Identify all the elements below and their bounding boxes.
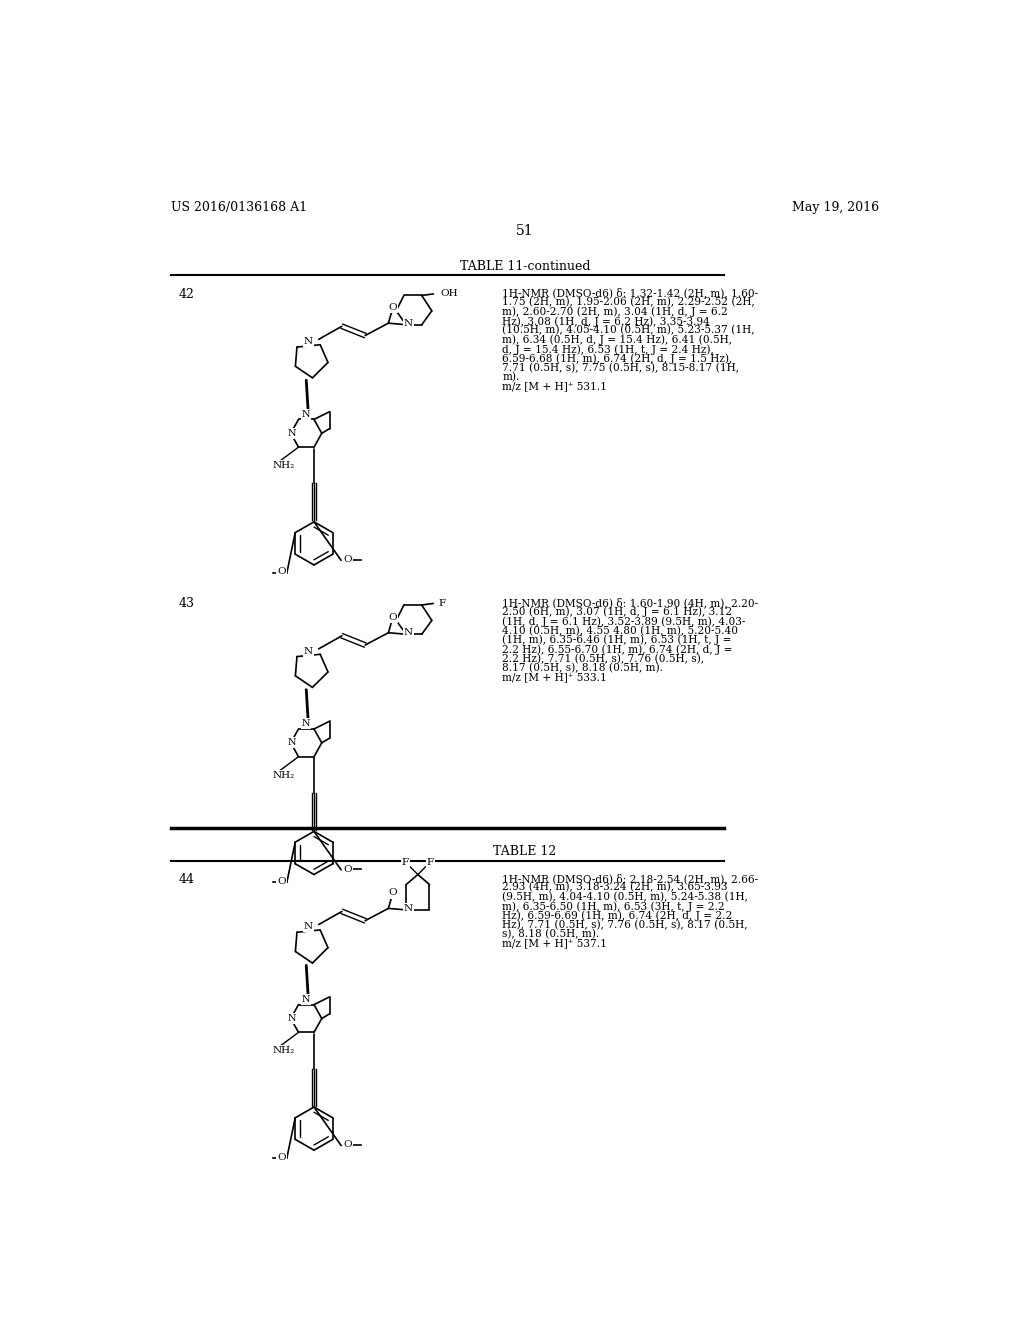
Text: N: N: [404, 318, 413, 327]
Text: O: O: [389, 612, 397, 622]
Text: N: N: [404, 904, 413, 913]
Text: 42: 42: [178, 288, 195, 301]
Text: 1H-NMR (DMSO-d6) δ: 1.60-1.90 (4H, m), 2.20-: 1H-NMR (DMSO-d6) δ: 1.60-1.90 (4H, m), 2…: [503, 597, 759, 609]
Text: (1H, d, J = 6.1 Hz), 3.52-3.89 (9.5H, m), 4.03-: (1H, d, J = 6.1 Hz), 3.52-3.89 (9.5H, m)…: [503, 616, 745, 627]
Text: O: O: [278, 876, 286, 886]
Text: N: N: [304, 647, 313, 656]
Text: 43: 43: [178, 597, 195, 610]
Text: 2.50 (6H, m), 3.07 (1H, d, J = 6.1 Hz), 3.12: 2.50 (6H, m), 3.07 (1H, d, J = 6.1 Hz), …: [503, 607, 732, 618]
Text: m/z [M + H]⁺ 533.1: m/z [M + H]⁺ 533.1: [503, 672, 607, 682]
Text: 1.75 (2H, m), 1.95-2.06 (2H, m), 2.29-2.52 (2H,: 1.75 (2H, m), 1.95-2.06 (2H, m), 2.29-2.…: [503, 297, 755, 308]
Text: May 19, 2016: May 19, 2016: [792, 201, 879, 214]
Text: m/z [M + H]⁺ 537.1: m/z [M + H]⁺ 537.1: [503, 939, 607, 949]
Text: F: F: [427, 858, 434, 867]
Text: m), 2.60-2.70 (2H, m), 3.04 (1H, d, J = 6.2: m), 2.60-2.70 (2H, m), 3.04 (1H, d, J = …: [503, 306, 728, 317]
Text: N: N: [302, 409, 310, 418]
Text: O: O: [343, 556, 351, 564]
Text: O: O: [343, 865, 351, 874]
Text: Hz), 7.71 (0.5H, s), 7.76 (0.5H, s), 8.17 (0.5H,: Hz), 7.71 (0.5H, s), 7.76 (0.5H, s), 8.1…: [503, 920, 748, 931]
Text: Hz), 6.59-6.69 (1H, m), 6.74 (2H, d, J = 2.2: Hz), 6.59-6.69 (1H, m), 6.74 (2H, d, J =…: [503, 911, 732, 921]
Text: m), 6.34 (0.5H, d, J = 15.4 Hz), 6.41 (0.5H,: m), 6.34 (0.5H, d, J = 15.4 Hz), 6.41 (0…: [503, 335, 732, 346]
Text: NH₂: NH₂: [272, 1047, 295, 1055]
Text: d, J = 15.4 Hz), 6.53 (1H, t, J = 2.4 Hz),: d, J = 15.4 Hz), 6.53 (1H, t, J = 2.4 Hz…: [503, 345, 714, 355]
Text: 4.10 (0.5H, m), 4.55 4.80 (1H, m), 5.20-5.40: 4.10 (0.5H, m), 4.55 4.80 (1H, m), 5.20-…: [503, 626, 738, 636]
Text: O: O: [343, 1140, 351, 1150]
Text: 2.2 Hz), 6.55-6.70 (1H, m), 6.74 (2H, d, J =: 2.2 Hz), 6.55-6.70 (1H, m), 6.74 (2H, d,…: [503, 644, 733, 655]
Text: 6.59-6.68 (1H, m), 6.74 (2H, d, J = 1.5 Hz),: 6.59-6.68 (1H, m), 6.74 (2H, d, J = 1.5 …: [503, 354, 732, 364]
Text: m), 6.35-6.50 (1H, m), 6.53 (3H, t, J = 2.2: m), 6.35-6.50 (1H, m), 6.53 (3H, t, J = …: [503, 902, 725, 912]
Text: N: N: [288, 1014, 297, 1023]
Text: NH₂: NH₂: [272, 461, 295, 470]
Text: s), 8.18 (0.5H, m).: s), 8.18 (0.5H, m).: [503, 929, 600, 940]
Text: O: O: [389, 888, 397, 898]
Text: 51: 51: [516, 224, 534, 238]
Text: N: N: [302, 719, 310, 729]
Text: N: N: [304, 923, 313, 932]
Text: 1H-NMR (DMSO-d6) δ: 2.18-2.54 (2H, m), 2.66-: 1H-NMR (DMSO-d6) δ: 2.18-2.54 (2H, m), 2…: [503, 873, 759, 884]
Text: F: F: [438, 599, 445, 609]
Text: N: N: [302, 995, 310, 1003]
Text: OH: OH: [440, 289, 458, 298]
Text: 2.93 (4H, m), 3.18-3.24 (2H, m), 3.65-3.93: 2.93 (4H, m), 3.18-3.24 (2H, m), 3.65-3.…: [503, 882, 728, 892]
Text: (10.5H, m), 4.05-4.10 (0.5H, m), 5.23-5.37 (1H,: (10.5H, m), 4.05-4.10 (0.5H, m), 5.23-5.…: [503, 325, 755, 335]
Text: 7.71 (0.5H, s), 7.75 (0.5H, s), 8.15-8.17 (1H,: 7.71 (0.5H, s), 7.75 (0.5H, s), 8.15-8.1…: [503, 363, 739, 374]
Text: O: O: [278, 1152, 286, 1162]
Text: US 2016/0136168 A1: US 2016/0136168 A1: [171, 201, 307, 214]
Text: 1H-NMR (DMSO-d6) δ: 1.32-1.42 (2H, m), 1.60-: 1H-NMR (DMSO-d6) δ: 1.32-1.42 (2H, m), 1…: [503, 288, 759, 298]
Text: 2.2 Hz), 7.71 (0.5H, s), 7.76 (0.5H, s),: 2.2 Hz), 7.71 (0.5H, s), 7.76 (0.5H, s),: [503, 653, 705, 664]
Text: N: N: [288, 429, 297, 438]
Text: F: F: [401, 858, 409, 867]
Text: N: N: [288, 738, 297, 747]
Text: O: O: [278, 568, 286, 577]
Text: m).: m).: [503, 372, 520, 383]
Text: N: N: [404, 628, 413, 638]
Text: N: N: [304, 337, 313, 346]
Text: TABLE 11-continued: TABLE 11-continued: [460, 260, 590, 273]
Text: NH₂: NH₂: [272, 771, 295, 780]
Text: m/z [M + H]⁺ 531.1: m/z [M + H]⁺ 531.1: [503, 381, 607, 392]
Text: Hz), 3.08 (1H, d, J = 6.2 Hz), 3.35-3.94: Hz), 3.08 (1H, d, J = 6.2 Hz), 3.35-3.94: [503, 315, 711, 326]
Text: 44: 44: [178, 873, 195, 886]
Text: 8.17 (0.5H, s), 8.18 (0.5H, m).: 8.17 (0.5H, s), 8.18 (0.5H, m).: [503, 663, 664, 673]
Text: (9.5H, m), 4.04-4.10 (0.5H, m), 5.24-5.38 (1H,: (9.5H, m), 4.04-4.10 (0.5H, m), 5.24-5.3…: [503, 892, 749, 902]
Text: (1H, m), 6.35-6.46 (1H, m), 6.53 (1H, t, J =: (1H, m), 6.35-6.46 (1H, m), 6.53 (1H, t,…: [503, 635, 732, 645]
Text: O: O: [389, 304, 397, 313]
Text: TABLE 12: TABLE 12: [494, 845, 556, 858]
